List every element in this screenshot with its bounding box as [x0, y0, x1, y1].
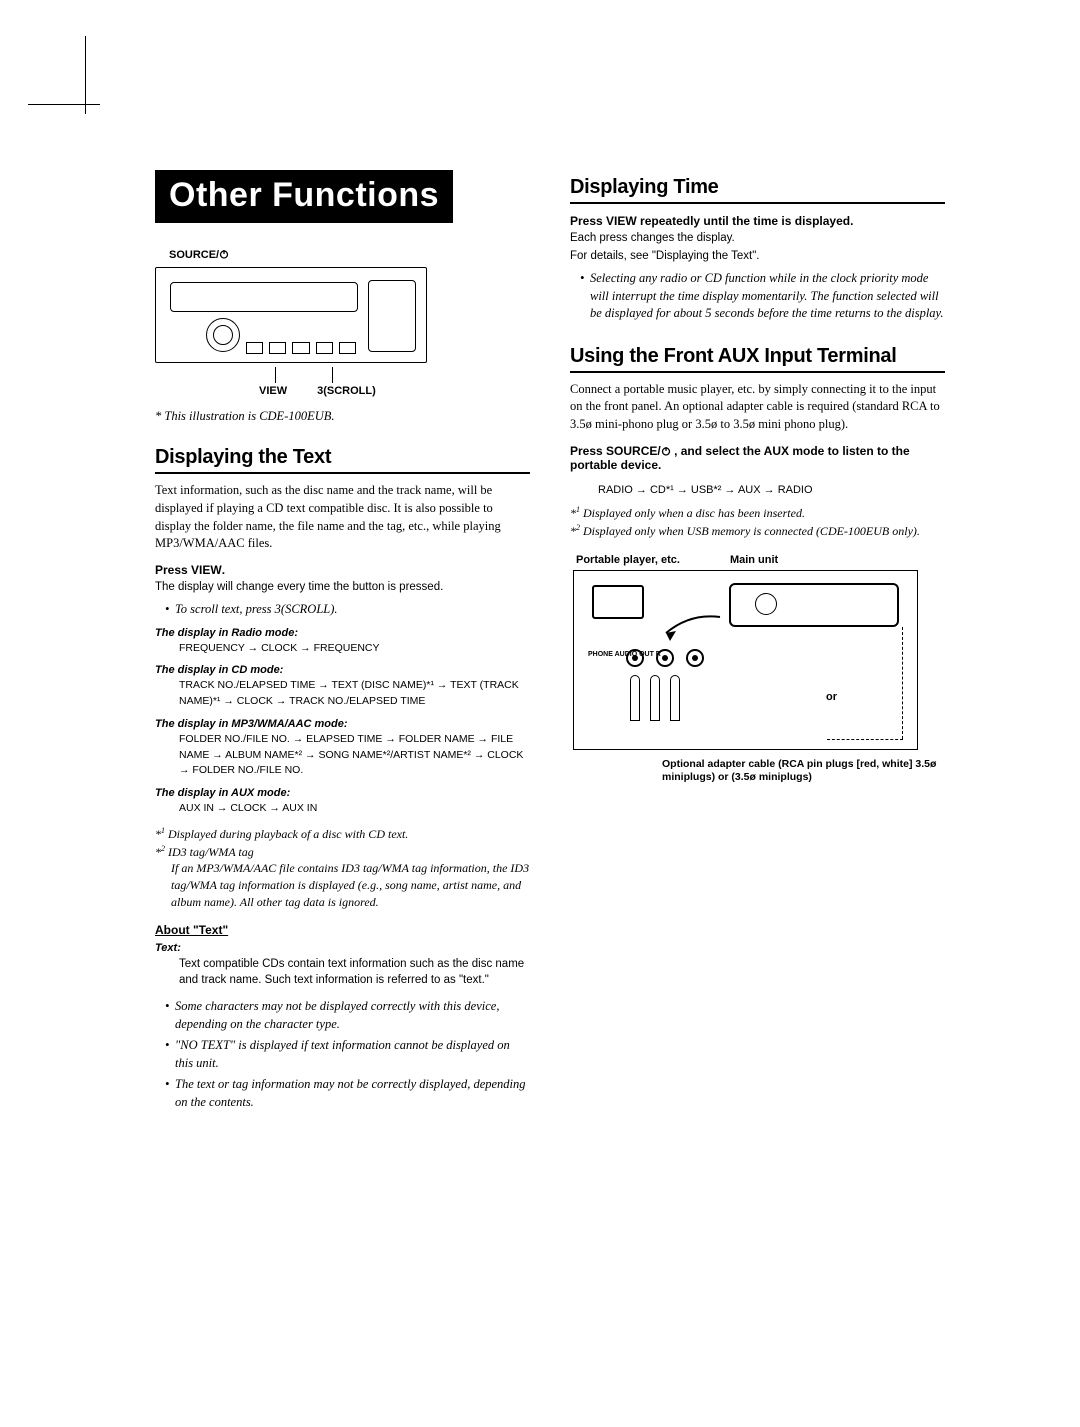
footnote-2-body: If an MP3/WMA/AAC file contains ID3 tag/… [171, 860, 530, 910]
dot: . [222, 563, 225, 577]
scroll-note: To scroll text, press 3(SCROLL). [165, 601, 530, 619]
main-title: Other Functions [155, 170, 453, 223]
device-buttons [246, 342, 356, 354]
text-note-3: The text or tag information may not be c… [165, 1076, 530, 1111]
text-body: Text compatible CDs contain text informa… [179, 956, 530, 988]
press-view-time-h: Press VIEW repeatedly until the time is … [570, 214, 945, 228]
source-sequence: RADIO → CD*¹ → USB*² → AUX → RADIO [598, 484, 945, 496]
aux-mode-h: The display in AUX mode: [155, 787, 530, 799]
marker-labels: VIEW 3(SCROLL) [259, 385, 530, 397]
cd-mode-h: The display in CD mode: [155, 664, 530, 676]
mu-label: Main unit [730, 554, 778, 566]
jack-icon [626, 649, 644, 667]
dashed-line-h [827, 739, 903, 740]
press-view-body: The display will change every time the b… [155, 579, 530, 595]
view-label: VIEW [259, 385, 287, 397]
intro-text: Text information, such as the disc name … [155, 482, 530, 553]
aux-fn1: *1 Displayed only when a disc has been i… [570, 504, 945, 522]
src-text: SOURCE/ [606, 444, 661, 458]
left-column: Other Functions SOURCE/ VIEW 3(SCROLL) *… [155, 170, 530, 1115]
section-aux: Using the Front AUX Input Terminal [570, 345, 945, 373]
press-word-2: Press [570, 214, 603, 228]
aux-body: Connect a portable music player, etc. by… [570, 381, 945, 434]
press-word: Press [155, 563, 188, 577]
cd-mode-seq: TRACK NO./ELAPSED TIME → TEXT (DISC NAME… [179, 678, 530, 710]
plug-row [630, 675, 680, 721]
scroll-note-list: To scroll text, press 3(SCROLL). [155, 601, 530, 619]
illus-note: * This illustration is CDE-100EUB. [155, 409, 530, 424]
source-label: SOURCE/ [169, 249, 530, 261]
aux-fn2: *2 Displayed only when USB memory is con… [570, 522, 945, 540]
press-source-h: Press SOURCE/ , and select the AUX mode … [570, 444, 945, 472]
press-view-heading: Press VIEW. [155, 563, 530, 577]
radio-mode-seq: FREQUENCY → CLOCK → FREQUENCY [179, 641, 530, 657]
footnote-2: *2 ID3 tag/WMA tag [155, 843, 530, 861]
arrow-icon [660, 613, 730, 649]
scroll-label: 3(SCROLL) [317, 385, 376, 397]
footnotes: *1 Displayed during playback of a disc w… [155, 825, 530, 911]
jack-icon [686, 649, 704, 667]
device-slot [368, 280, 416, 352]
time-body2: For details, see "Displaying the Text". [570, 248, 945, 264]
aux-fn1-text: Displayed only when a disc has been inse… [583, 506, 805, 520]
head-unit-knob [755, 593, 777, 615]
device-illustration [155, 267, 427, 363]
plug-icon [650, 675, 660, 721]
view-btn-2: VIEW [606, 214, 637, 228]
jack-row [626, 649, 704, 667]
time-body1: Each press changes the display. [570, 230, 945, 246]
time-note: Selecting any radio or CD function while… [580, 270, 945, 323]
cable-caption: Optional adapter cable (RCA pin plugs [r… [662, 758, 945, 785]
crop-mark-h [28, 104, 100, 105]
time-note-list: Selecting any radio or CD function while… [570, 270, 945, 323]
dashed-line-v [902, 627, 903, 739]
fn1-text: Displayed during playback of a disc with… [168, 827, 408, 841]
text-notes-list: Some characters may not be displayed cor… [155, 998, 530, 1111]
section-displaying-time: Displaying Time [570, 176, 945, 204]
plug-icon [630, 675, 640, 721]
source-btn-word: SOURCE/ [606, 444, 674, 458]
right-column: Displaying Time Press VIEW repeatedly un… [570, 170, 945, 1115]
connection-labels: Portable player, etc. Main unit [576, 554, 945, 566]
source-text: SOURCE/ [169, 249, 219, 261]
view-tail: repeatedly until the time is displayed. [637, 214, 854, 228]
text-note-1: Some characters may not be displayed cor… [165, 998, 530, 1033]
crop-mark-v [85, 36, 86, 114]
fn2-h: ID3 tag/WMA tag [168, 845, 254, 859]
footnote-1: *1 Displayed during playback of a disc w… [155, 825, 530, 843]
text-note-2: "NO TEXT" is displayed if text informati… [165, 1037, 530, 1072]
pp-label: Portable player, etc. [576, 554, 680, 566]
device-knob [206, 318, 240, 352]
radio-mode-h: The display in Radio mode: [155, 627, 530, 639]
plug-icon [670, 675, 680, 721]
aux-fn2-text: Displayed only when USB memory is connec… [583, 524, 920, 538]
illus-note-text: This illustration is CDE-100EUB. [164, 409, 334, 423]
power-icon [219, 249, 229, 259]
jack-icon [656, 649, 674, 667]
section-displaying-text: Displaying the Text [155, 446, 530, 474]
connection-diagram: PHONE AUDIO OUT R or [573, 570, 918, 750]
mp3-mode-seq: FOLDER NO./FILE NO. → ELAPSED TIME → FOL… [179, 732, 530, 779]
or-label: or [826, 691, 837, 703]
about-text-heading: About "Text" [155, 923, 530, 937]
device-screen [170, 282, 358, 312]
marker-lines [275, 367, 530, 383]
aux-mode-seq: AUX IN → CLOCK → AUX IN [179, 801, 530, 817]
power-icon-2 [661, 446, 671, 456]
press-word-3: Press [570, 444, 603, 458]
text-subhead: Text: [155, 942, 530, 954]
portable-player-icon [592, 585, 644, 619]
view-btn-word: VIEW [191, 563, 222, 577]
mp3-mode-h: The display in MP3/WMA/AAC mode: [155, 718, 530, 730]
